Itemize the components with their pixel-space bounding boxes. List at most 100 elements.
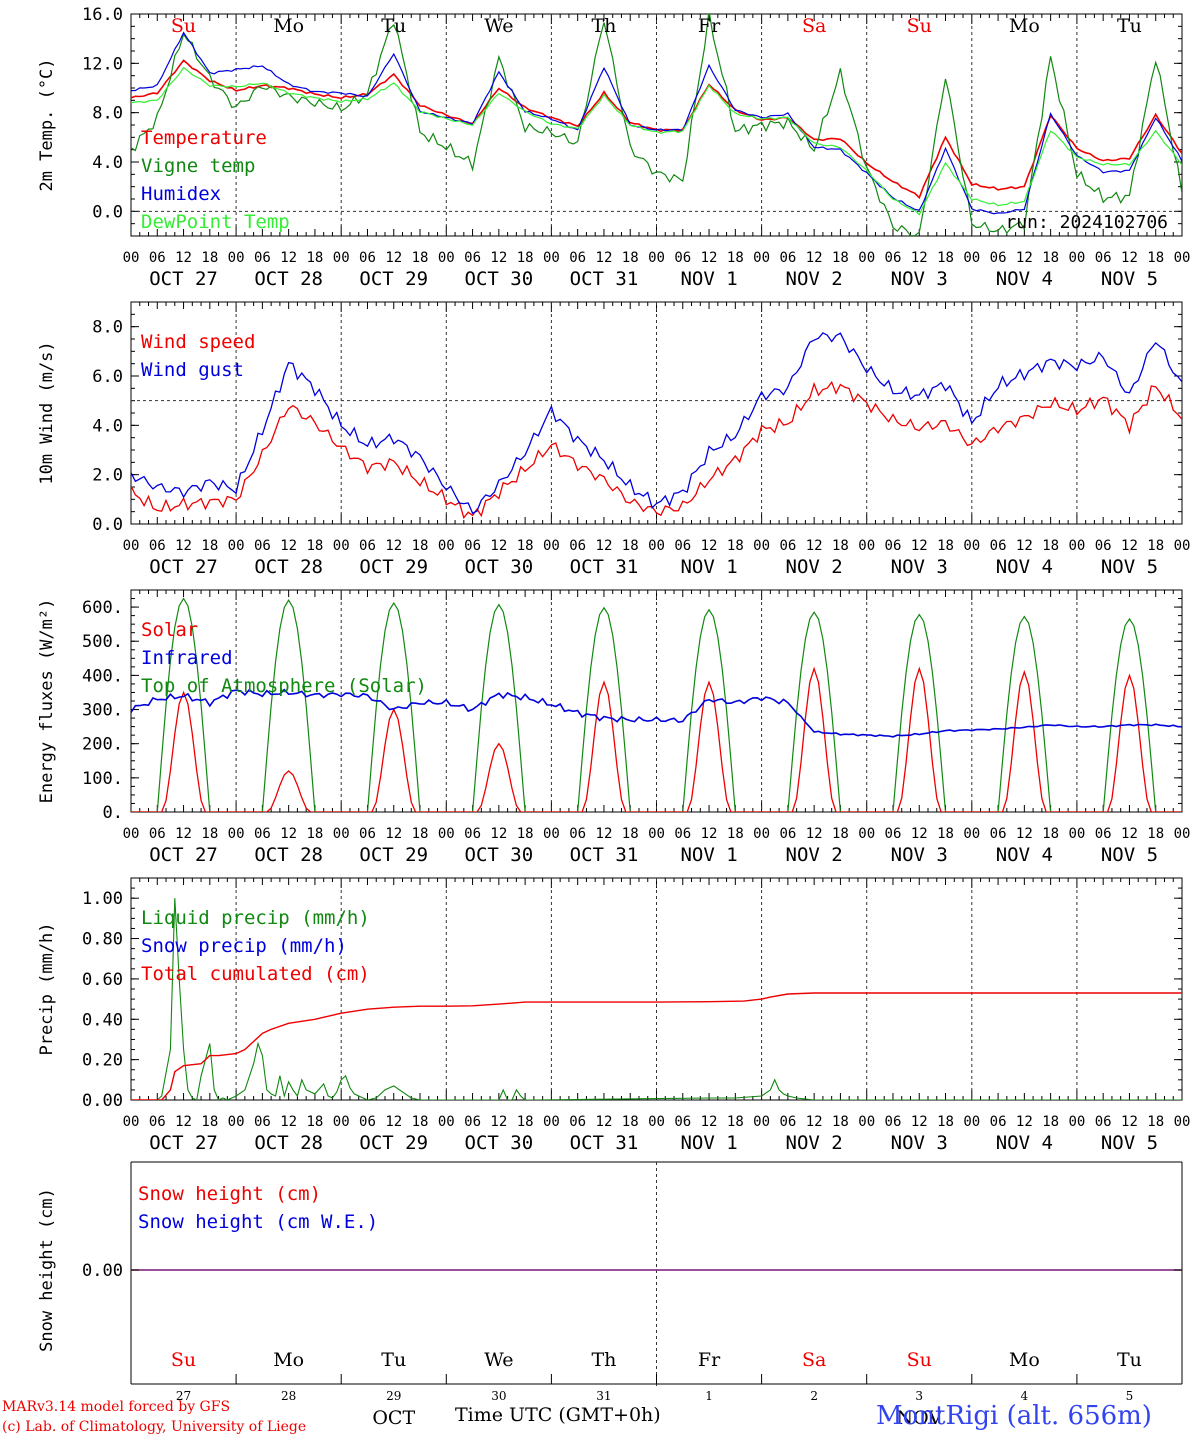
day-label: Mo	[1009, 1349, 1040, 1371]
hour-tick-label: 18	[517, 250, 534, 266]
hour-tick-label: 12	[911, 538, 928, 554]
hour-tick-label: 06	[1095, 538, 1112, 554]
y-tick-label: 100.	[82, 769, 123, 789]
hour-tick-label: 12	[280, 250, 297, 266]
day-label: Sa	[802, 1349, 826, 1371]
hour-tick-label: 18	[1042, 538, 1059, 554]
hour-tick-label: 18	[412, 250, 429, 266]
hour-tick-label: 18	[937, 826, 954, 842]
hour-tick-label: 06	[779, 826, 796, 842]
y-tick-label: 16.0	[82, 5, 123, 25]
date-label: NOV 3	[891, 268, 948, 290]
x-axis-label: Time UTC (GMT+0h)	[455, 1404, 661, 1426]
day-label: Tu	[381, 1349, 406, 1371]
y-axis-label-4: Snow height (cm)	[37, 1188, 57, 1352]
month-label: NOV	[896, 1407, 942, 1429]
hour-tick-label: 06	[254, 1114, 271, 1130]
date-label: OCT 31	[570, 268, 639, 290]
y-tick-label: 200.	[82, 735, 123, 755]
day-label: Th	[591, 15, 616, 37]
hour-tick-label: 12	[280, 538, 297, 554]
y-tick-label: 0.40	[82, 1010, 123, 1030]
date-label: OCT 27	[149, 1132, 218, 1154]
date-label: NOV 5	[1101, 268, 1158, 290]
hour-tick-label: 18	[727, 826, 744, 842]
hour-tick-label: 06	[674, 250, 691, 266]
date-label: NOV 1	[680, 844, 737, 866]
hour-tick-label: 00	[333, 538, 350, 554]
hour-tick-label: 18	[306, 1114, 323, 1130]
hour-tick-label: 12	[1016, 538, 1033, 554]
hour-tick-label: 18	[622, 826, 639, 842]
hour-tick-label: 18	[622, 1114, 639, 1130]
y-axis-label-0: 2m Temp. (°C)	[37, 58, 57, 191]
y-axis-label-3: Precip (mm/h)	[37, 922, 57, 1055]
hour-tick-label: 12	[385, 538, 402, 554]
hour-tick-label: 12	[385, 826, 402, 842]
hour-tick-label: 12	[1121, 538, 1138, 554]
legend-entry: Snow height (cm W.E.)	[138, 1211, 378, 1233]
hour-tick-label: 06	[885, 538, 902, 554]
hour-tick-label: 18	[622, 538, 639, 554]
hour-tick-label: 06	[254, 826, 271, 842]
day-label: Sa	[802, 15, 826, 37]
hour-tick-label: 12	[701, 538, 718, 554]
hour-tick-label: 12	[806, 250, 823, 266]
y-tick-label: 0.0	[92, 202, 123, 222]
day-label: Mo	[273, 1349, 304, 1371]
hour-tick-label: 06	[254, 250, 271, 266]
hour-tick-label: 06	[1095, 1114, 1112, 1130]
hour-tick-label: 12	[911, 826, 928, 842]
hour-tick-label: 00	[648, 826, 665, 842]
legend-entry: Wind gust	[141, 359, 244, 381]
hour-tick-label: 06	[359, 250, 376, 266]
y-tick-label: 0.20	[82, 1051, 123, 1071]
hour-tick-label: 18	[201, 826, 218, 842]
hour-tick-label: 00	[543, 250, 560, 266]
hour-tick-label: 00	[753, 1114, 770, 1130]
hour-tick-label: 00	[1174, 538, 1191, 554]
date-label: OCT 31	[570, 556, 639, 578]
date-label: NOV 2	[786, 556, 843, 578]
day-number: 27	[176, 1389, 191, 1403]
legend-entry: DewPoint Temp	[141, 211, 290, 233]
date-label: OCT 27	[149, 556, 218, 578]
hour-tick-label: 18	[201, 538, 218, 554]
hour-tick-label: 12	[806, 826, 823, 842]
date-label: NOV 2	[786, 1132, 843, 1154]
series-line-1	[131, 332, 1182, 515]
hour-tick-label: 12	[596, 826, 613, 842]
hour-tick-label: 00	[648, 1114, 665, 1130]
hour-tick-label: 06	[569, 538, 586, 554]
day-label: Su	[171, 1349, 196, 1371]
hour-tick-label: 18	[517, 1114, 534, 1130]
hour-tick-label: 18	[1042, 826, 1059, 842]
hour-tick-label: 06	[990, 1114, 1007, 1130]
legend-entry: Top of Atmosphere (Solar)	[141, 675, 427, 697]
y-tick-label: 4.0	[92, 153, 123, 173]
hour-tick-label: 00	[228, 538, 245, 554]
date-label: OCT 29	[359, 268, 428, 290]
date-label: OCT 28	[254, 1132, 323, 1154]
date-label: NOV 1	[680, 556, 737, 578]
hour-tick-label: 12	[701, 1114, 718, 1130]
legend-entry: Humidex	[141, 183, 221, 205]
hour-tick-label: 18	[201, 250, 218, 266]
hour-tick-label: 06	[464, 826, 481, 842]
date-label: OCT 30	[465, 1132, 534, 1154]
y-tick-label: 0.00	[82, 1261, 123, 1281]
date-label: NOV 4	[996, 268, 1053, 290]
legend-entry: Total cumulated (cm)	[141, 963, 370, 985]
hour-tick-label: 06	[254, 538, 271, 554]
date-label: OCT 29	[359, 1132, 428, 1154]
hour-tick-label: 00	[333, 1114, 350, 1130]
hour-tick-label: 18	[832, 826, 849, 842]
legend-entry: Temperature	[141, 127, 267, 149]
date-label: NOV 2	[786, 268, 843, 290]
hour-tick-label: 12	[175, 250, 192, 266]
hour-tick-label: 00	[753, 250, 770, 266]
y-axis-label-1: 10m Wind (m/s)	[37, 341, 57, 484]
day-number: 30	[491, 1389, 506, 1403]
y-tick-label: 4.0	[92, 416, 123, 436]
